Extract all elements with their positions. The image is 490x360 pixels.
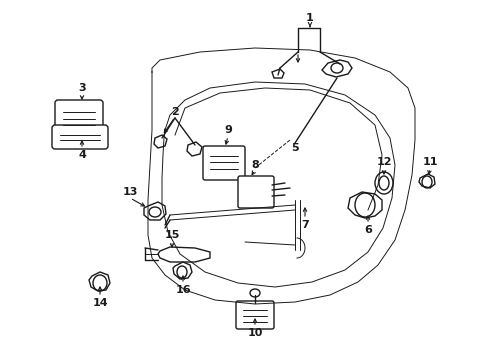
Polygon shape	[144, 202, 166, 220]
Text: 11: 11	[422, 157, 438, 167]
Text: 7: 7	[301, 220, 309, 230]
FancyBboxPatch shape	[238, 176, 274, 208]
Text: 16: 16	[175, 285, 191, 295]
Polygon shape	[272, 69, 284, 78]
Text: 1: 1	[306, 13, 314, 23]
Text: 13: 13	[122, 187, 138, 197]
Polygon shape	[419, 174, 435, 188]
Polygon shape	[187, 142, 202, 156]
FancyBboxPatch shape	[236, 301, 274, 329]
Text: 3: 3	[78, 83, 86, 93]
FancyBboxPatch shape	[55, 100, 103, 134]
Text: 4: 4	[78, 150, 86, 160]
Text: 12: 12	[376, 157, 392, 167]
Text: 10: 10	[247, 328, 263, 338]
Text: 14: 14	[92, 298, 108, 308]
Polygon shape	[322, 60, 352, 77]
Polygon shape	[158, 247, 210, 262]
FancyBboxPatch shape	[203, 146, 245, 180]
FancyBboxPatch shape	[52, 125, 108, 149]
Polygon shape	[173, 262, 192, 279]
Text: 8: 8	[251, 160, 259, 170]
Text: 2: 2	[171, 107, 179, 117]
Text: 5: 5	[291, 143, 299, 153]
Text: 6: 6	[364, 225, 372, 235]
Text: 15: 15	[164, 230, 180, 240]
Polygon shape	[154, 135, 167, 148]
Text: 9: 9	[224, 125, 232, 135]
Polygon shape	[348, 192, 382, 218]
Polygon shape	[89, 272, 110, 291]
